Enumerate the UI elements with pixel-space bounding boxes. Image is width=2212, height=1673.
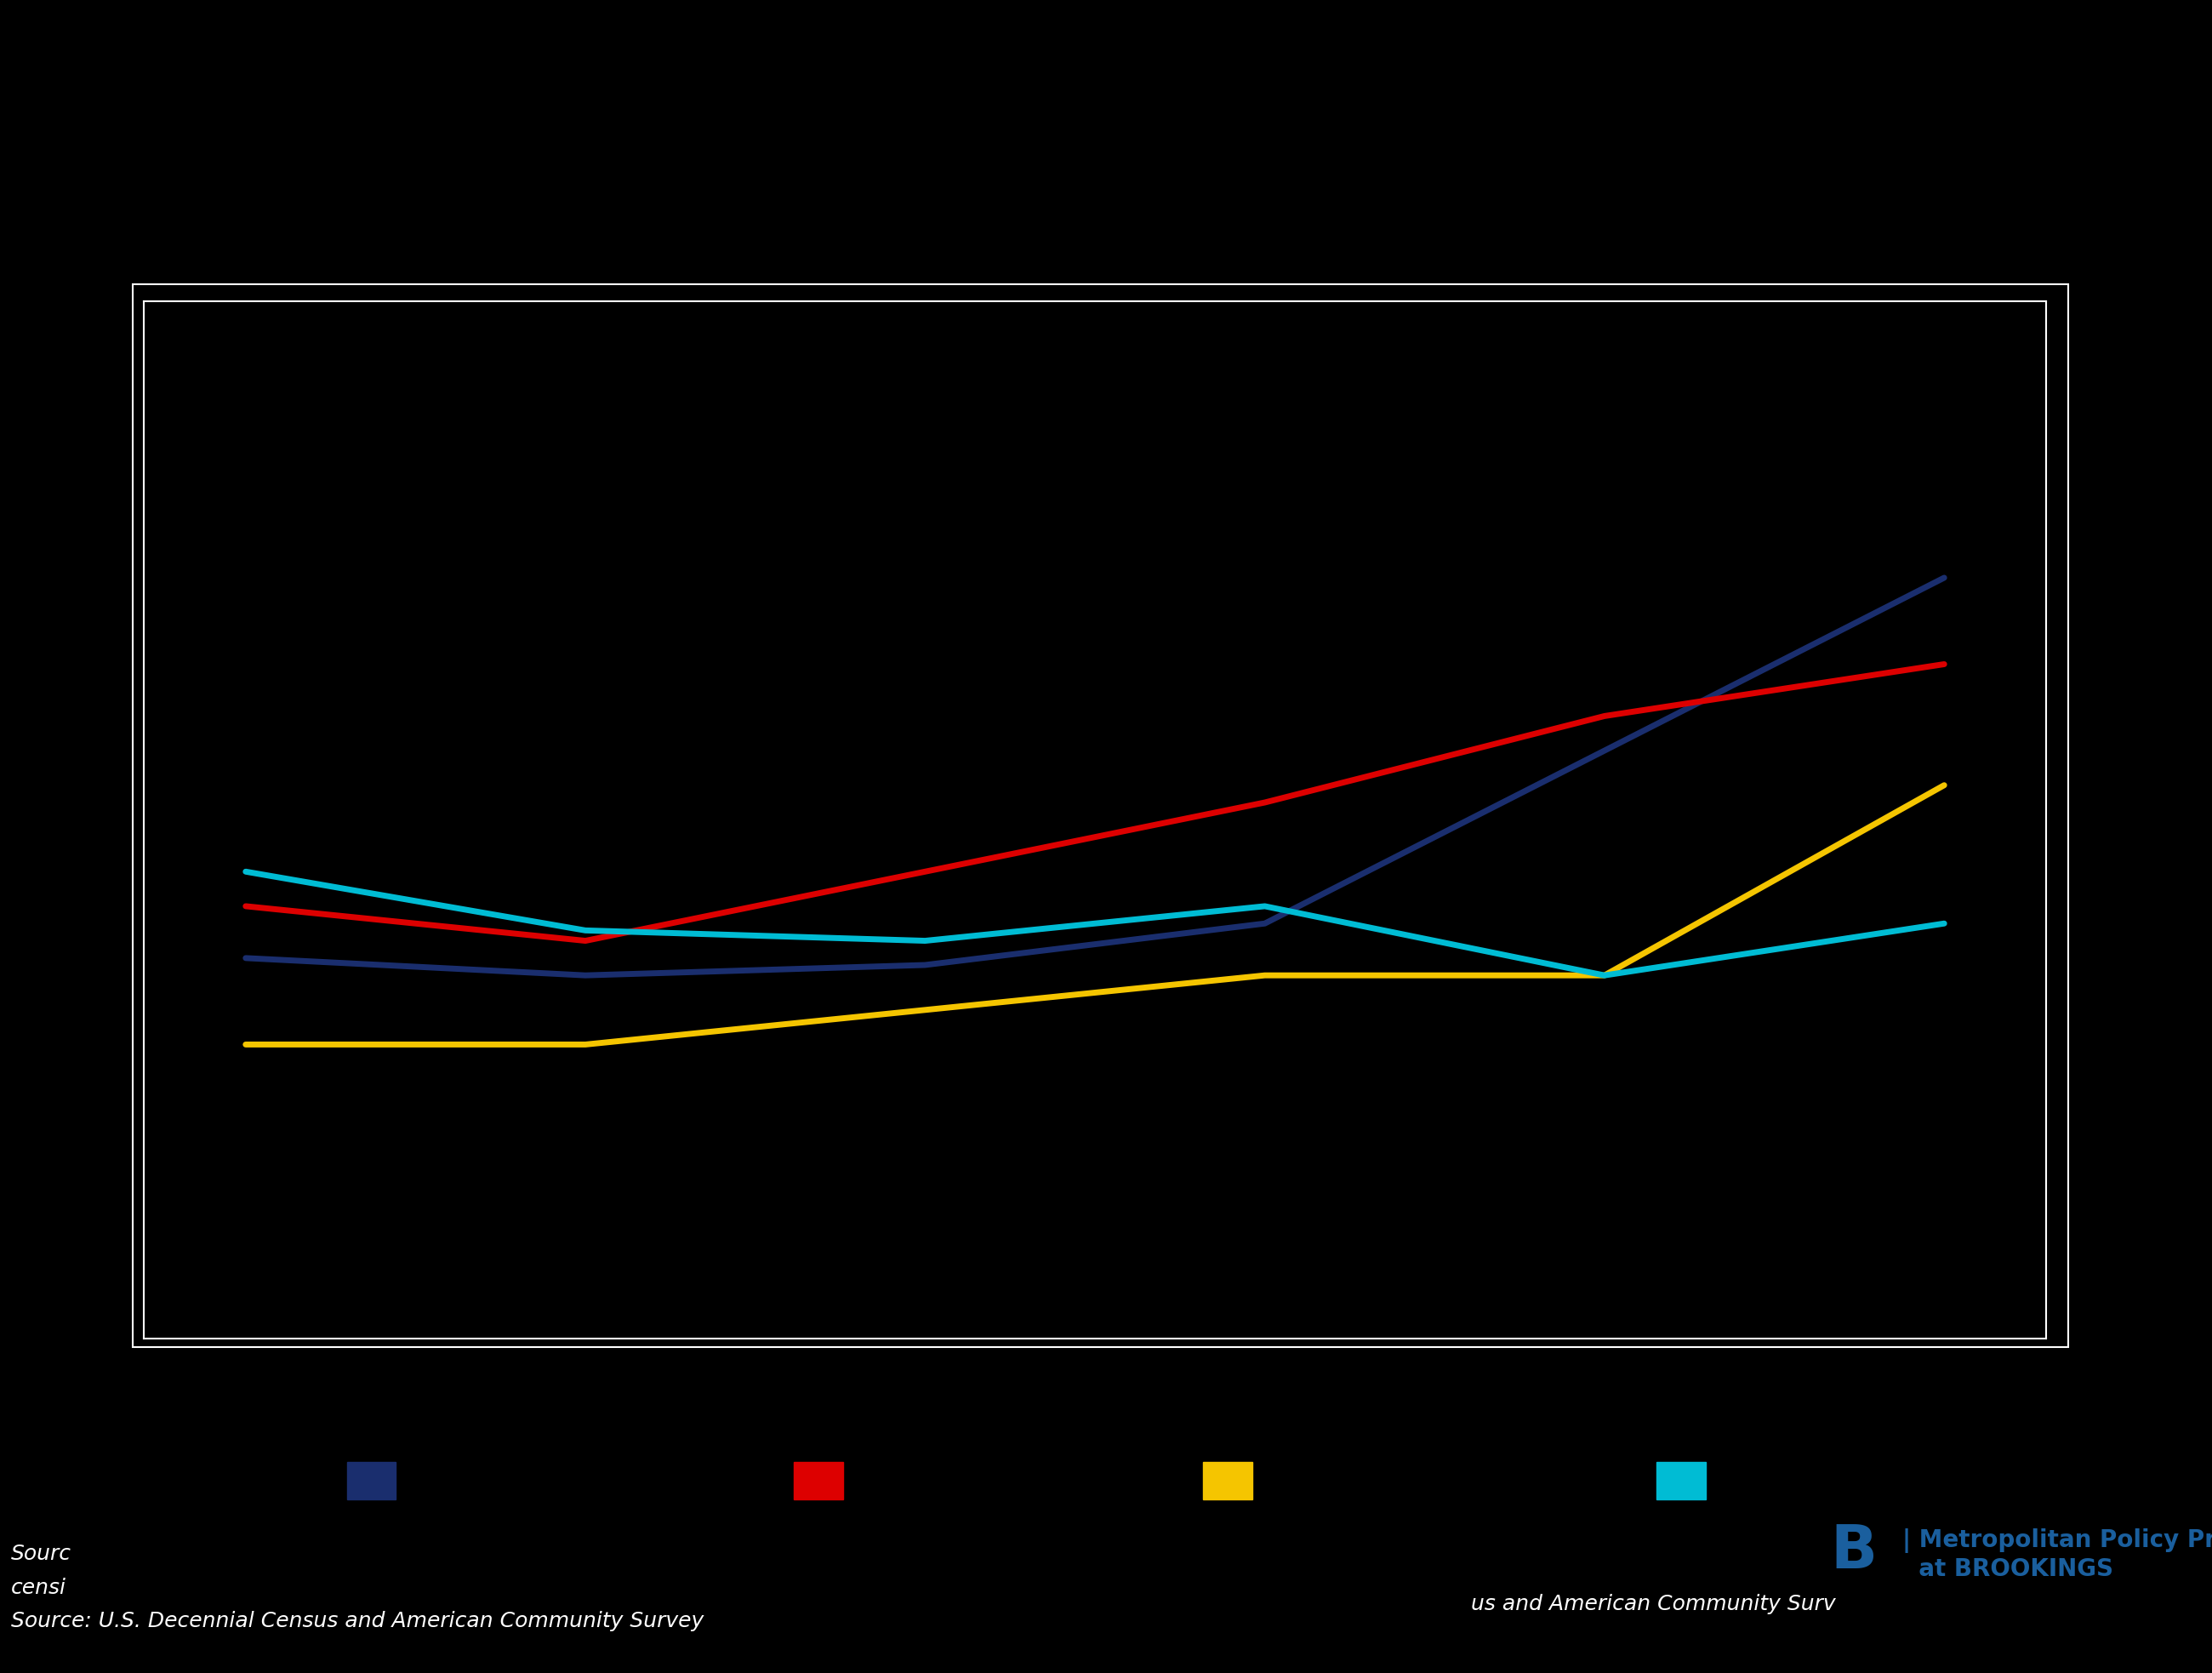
Text: us and American Community Surv: us and American Community Surv <box>1471 1594 1836 1614</box>
Text: Source: U.S. Decennial Census and American Community Survey: Source: U.S. Decennial Census and Americ… <box>11 1611 703 1631</box>
Text: | Metropolitan Policy Program
  at BROOKINGS: | Metropolitan Policy Program at BROOKIN… <box>1902 1529 2212 1581</box>
Text: censi: censi <box>11 1578 66 1598</box>
Text: B: B <box>1829 1522 1878 1581</box>
Text: Sourc: Sourc <box>11 1544 71 1564</box>
